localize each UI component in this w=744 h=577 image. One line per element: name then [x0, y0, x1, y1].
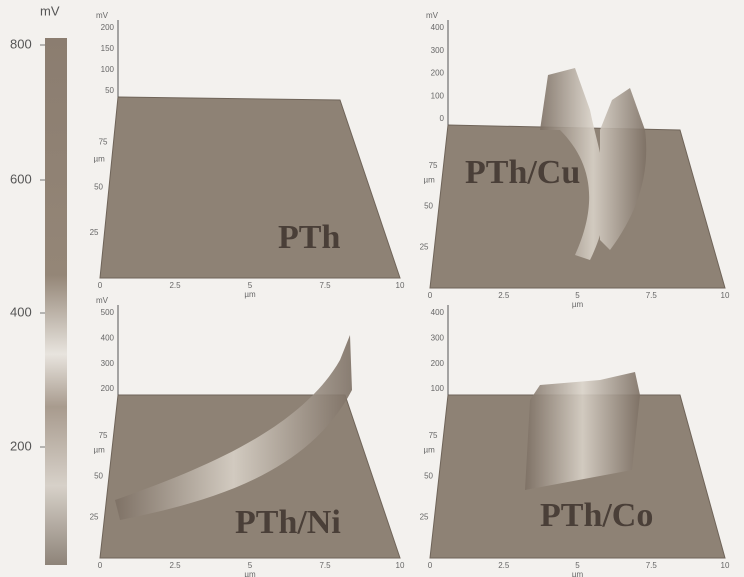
- z-tick-label: 0: [440, 114, 445, 123]
- colorbar-tick-label: 800: [10, 36, 32, 51]
- colorbar-unit: mV: [40, 3, 60, 18]
- x-tick-label: 7.5: [646, 561, 658, 570]
- z-unit: mV: [96, 296, 109, 305]
- z-tick-label: 300: [431, 333, 445, 342]
- x-unit: µm: [244, 290, 256, 299]
- panel-label: PTh/Cu: [465, 154, 580, 191]
- z-tick-label: 400: [431, 308, 445, 317]
- z-tick-label: 150: [101, 44, 115, 53]
- x-tick-label: 5: [575, 291, 580, 300]
- z-tick-label: 100: [101, 65, 115, 74]
- y-tick-label: 75: [99, 431, 108, 440]
- x-tick-label: 0: [98, 281, 103, 290]
- colorbar-tick-label: 600: [10, 171, 32, 186]
- x-tick-label: 2.5: [169, 561, 181, 570]
- y-tick-label: 75: [429, 431, 438, 440]
- y-tick-label: 50: [94, 472, 103, 481]
- y-tick-label: 25: [420, 242, 429, 251]
- x-tick-label: 2.5: [498, 291, 510, 300]
- y-tick-label: 25: [90, 228, 99, 237]
- x-tick-label: 10: [396, 281, 405, 290]
- x-tick-label: 10: [721, 291, 730, 300]
- x-unit: µm: [572, 570, 584, 577]
- z-tick-label: 100: [431, 91, 445, 100]
- y-unit: µm: [424, 445, 436, 454]
- x-tick-label: 10: [721, 561, 730, 570]
- z-tick-label: 200: [431, 359, 445, 368]
- z-unit: mV: [426, 11, 439, 20]
- y-tick-label: 25: [420, 512, 429, 521]
- z-tick-label: 200: [101, 23, 115, 32]
- panel-label: PTh/Co: [540, 497, 653, 534]
- y-tick-label: 50: [94, 183, 103, 192]
- x-tick-label: 0: [428, 561, 433, 570]
- z-tick-label: 200: [101, 384, 115, 393]
- colorbar-tick-label: 200: [10, 438, 32, 453]
- y-tick-label: 25: [90, 512, 99, 521]
- y-unit: µm: [94, 445, 106, 454]
- x-tick-label: 7.5: [319, 281, 331, 290]
- z-tick-label: 400: [101, 333, 115, 342]
- x-tick-label: 5: [575, 561, 580, 570]
- y-tick-label: 75: [429, 161, 438, 170]
- x-tick-label: 2.5: [169, 281, 181, 290]
- y-tick-label: 50: [424, 472, 433, 481]
- figure: mV 800600400200mV2001501005002.557.510µm…: [0, 0, 744, 577]
- z-tick-label: 400: [431, 23, 445, 32]
- surface: [100, 97, 400, 278]
- panel-label: PTh: [278, 219, 340, 256]
- z-tick-label: 300: [101, 359, 115, 368]
- z-tick-label: 500: [101, 308, 115, 317]
- z-tick-label: 50: [105, 86, 114, 95]
- x-tick-label: 10: [396, 561, 405, 570]
- x-tick-label: 2.5: [498, 561, 510, 570]
- x-unit: µm: [572, 300, 584, 309]
- x-unit: µm: [244, 570, 256, 577]
- z-tick-label: 100: [431, 384, 445, 393]
- z-unit: mV: [96, 11, 109, 20]
- x-tick-label: 0: [98, 561, 103, 570]
- y-tick-label: 50: [424, 202, 433, 211]
- x-tick-label: 7.5: [319, 561, 331, 570]
- panel-label: PTh/Ni: [235, 504, 341, 541]
- y-unit: µm: [94, 155, 106, 164]
- z-tick-label: 200: [431, 69, 445, 78]
- y-unit: µm: [424, 175, 436, 184]
- x-tick-label: 5: [248, 561, 253, 570]
- z-tick-label: 300: [431, 46, 445, 55]
- x-tick-label: 7.5: [646, 291, 658, 300]
- colorbar: [45, 38, 67, 565]
- x-tick-label: 5: [248, 281, 253, 290]
- colorbar-tick-label: 400: [10, 304, 32, 319]
- y-tick-label: 75: [99, 137, 108, 146]
- x-tick-label: 0: [428, 291, 433, 300]
